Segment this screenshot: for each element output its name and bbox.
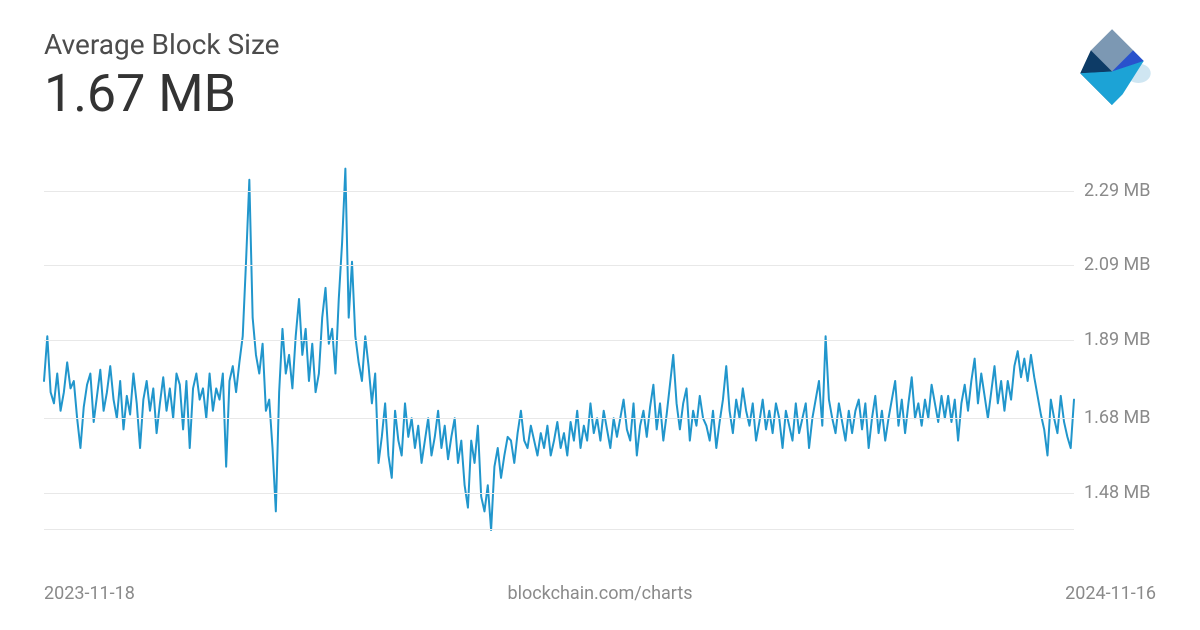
- gridline: [44, 340, 1074, 341]
- chart-footer: 2023-11-18 blockchain.com/charts 2024-11…: [44, 583, 1156, 604]
- chart-header: Average Block Size 1.67 MB: [44, 28, 1156, 122]
- gridline: [44, 493, 1074, 494]
- x-axis-end-label: 2024-11-16: [1065, 583, 1156, 604]
- chart-current-value: 1.67 MB: [44, 65, 279, 122]
- gridline: [44, 191, 1074, 192]
- title-block: Average Block Size 1.67 MB: [44, 28, 279, 122]
- gridline: [44, 529, 1074, 530]
- chart-title: Average Block Size: [44, 28, 279, 61]
- data-line: [44, 169, 1074, 530]
- chart-source-label: blockchain.com/charts: [507, 583, 692, 604]
- y-axis-label: 1.68 MB: [1084, 407, 1151, 428]
- blockchain-logo-icon: [1068, 24, 1156, 112]
- chart-plot-area: 1.48 MB1.68 MB1.89 MB2.09 MB2.29 MB: [44, 150, 1074, 530]
- gridline: [44, 265, 1074, 266]
- y-axis-label: 2.29 MB: [1084, 180, 1151, 201]
- y-axis-label: 1.48 MB: [1084, 482, 1151, 503]
- y-axis-label: 2.09 MB: [1084, 254, 1151, 275]
- x-axis-start-label: 2023-11-18: [44, 583, 135, 604]
- gridline: [44, 418, 1074, 419]
- y-axis-label: 1.89 MB: [1084, 329, 1151, 350]
